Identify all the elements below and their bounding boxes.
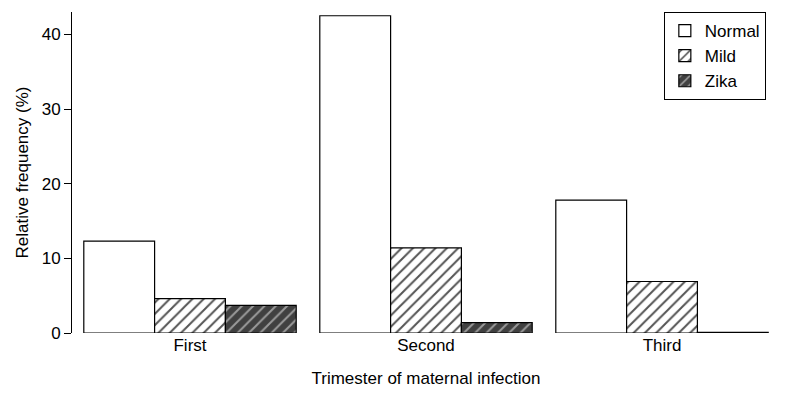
svg-text:Mild: Mild (705, 47, 736, 66)
svg-text:10: 10 (42, 249, 61, 268)
svg-text:First: First (173, 336, 206, 355)
svg-text:Second: Second (397, 336, 455, 355)
svg-text:Zika: Zika (705, 72, 738, 91)
svg-text:20: 20 (42, 175, 61, 194)
svg-text:0: 0 (51, 324, 60, 343)
svg-text:Normal: Normal (705, 22, 760, 41)
svg-text:Relative frequency (%): Relative frequency (%) (13, 87, 32, 259)
svg-text:Third: Third (643, 336, 682, 355)
svg-text:40: 40 (42, 25, 61, 44)
svg-text:Trimester of maternal infectio: Trimester of maternal infection (312, 369, 541, 388)
svg-text:30: 30 (42, 100, 61, 119)
